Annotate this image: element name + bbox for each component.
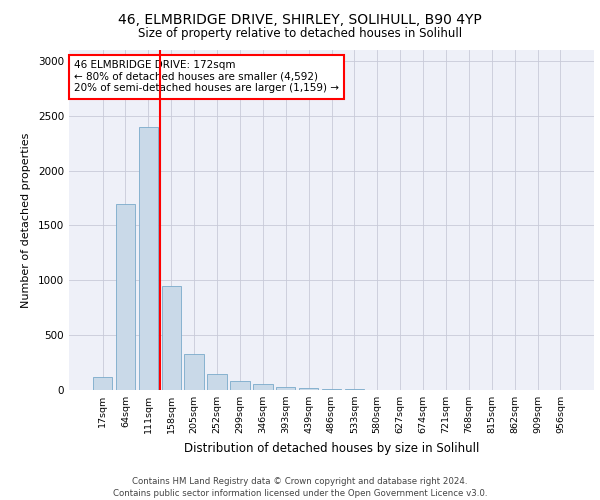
Bar: [93, 377, 112, 390]
Text: Contains HM Land Registry data © Crown copyright and database right 2024.
Contai: Contains HM Land Registry data © Crown c…: [113, 476, 487, 498]
Bar: [230, 380, 250, 390]
Bar: [208, 374, 227, 390]
Bar: [299, 388, 319, 390]
Bar: [184, 354, 204, 390]
Text: Size of property relative to detached houses in Solihull: Size of property relative to detached ho…: [138, 28, 462, 40]
Bar: [322, 389, 341, 390]
Bar: [276, 386, 295, 390]
Y-axis label: Number of detached properties: Number of detached properties: [21, 132, 31, 308]
Bar: [253, 384, 272, 390]
Bar: [161, 286, 181, 390]
Bar: [116, 204, 135, 390]
Text: 46, ELMBRIDGE DRIVE, SHIRLEY, SOLIHULL, B90 4YP: 46, ELMBRIDGE DRIVE, SHIRLEY, SOLIHULL, …: [118, 12, 482, 26]
X-axis label: Distribution of detached houses by size in Solihull: Distribution of detached houses by size …: [184, 442, 479, 454]
Bar: [139, 127, 158, 390]
Text: 46 ELMBRIDGE DRIVE: 172sqm
← 80% of detached houses are smaller (4,592)
20% of s: 46 ELMBRIDGE DRIVE: 172sqm ← 80% of deta…: [74, 60, 339, 94]
